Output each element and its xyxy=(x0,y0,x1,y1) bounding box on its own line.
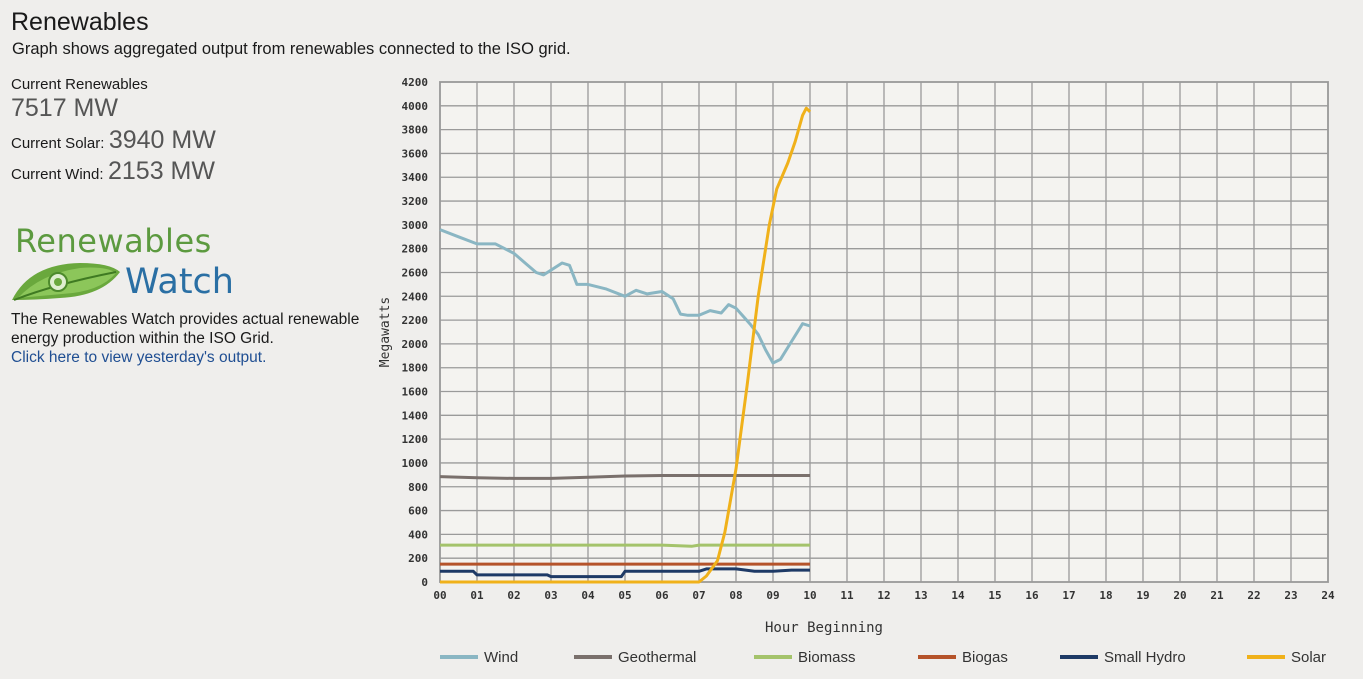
y-tick-label: 2800 xyxy=(402,243,429,256)
x-tick-label: 13 xyxy=(914,589,927,602)
y-tick-label: 0 xyxy=(421,576,428,589)
current-renewables-value: 7517 MW xyxy=(11,94,118,122)
logo-text-renewables: Renewables xyxy=(15,222,212,260)
series-line-small-hydro xyxy=(440,567,810,579)
x-tick-label: 08 xyxy=(729,589,742,602)
logo-text-watch: Watch xyxy=(125,262,234,302)
leaf-icon xyxy=(12,263,120,301)
x-tick-label: 01 xyxy=(470,589,484,602)
x-tick-label: 06 xyxy=(655,589,669,602)
x-tick-label: 24 xyxy=(1321,589,1335,602)
page-subtitle: Graph shows aggregated output from renew… xyxy=(12,40,571,58)
legend-label-geothermal: Geothermal xyxy=(618,649,696,666)
legend-label-biomass: Biomass xyxy=(798,649,856,666)
y-tick-label: 3800 xyxy=(402,124,429,137)
yesterday-output-link[interactable]: Click here to view yesterday's output. xyxy=(11,349,267,366)
legend-label-biogas: Biogas xyxy=(962,649,1008,666)
x-tick-label: 11 xyxy=(840,589,854,602)
x-tick-label: 00 xyxy=(433,589,446,602)
y-tick-label: 1400 xyxy=(402,409,429,422)
x-axis-label: Hour Beginning xyxy=(765,620,883,636)
x-tick-label: 17 xyxy=(1062,589,1075,602)
x-tick-label: 07 xyxy=(692,589,705,602)
y-tick-label: 400 xyxy=(408,528,428,541)
y-tick-label: 2600 xyxy=(402,266,429,279)
x-tick-label: 09 xyxy=(766,589,779,602)
x-tick-label: 19 xyxy=(1136,589,1149,602)
current-renewables-label: Current Renewables xyxy=(11,76,148,93)
y-axis-label: Megawatts xyxy=(378,297,393,367)
current-solar-label: Current Solar: xyxy=(11,135,105,152)
legend-label-wind: Wind xyxy=(484,649,518,666)
x-tick-label: 14 xyxy=(951,589,965,602)
y-tick-label: 3200 xyxy=(402,195,429,208)
x-tick-label: 12 xyxy=(877,589,890,602)
y-tick-label: 4200 xyxy=(402,76,429,89)
y-tick-label: 1200 xyxy=(402,433,429,446)
y-tick-label: 800 xyxy=(408,481,428,494)
renewables-watch-logo: Renewables Watch xyxy=(10,222,250,304)
x-tick-label: 15 xyxy=(988,589,1001,602)
renewables-output-chart: 00 01 02 03 04 05 06 07 08 09 10 11 12 13 14 15 16 17 18 19… xyxy=(378,76,1335,666)
y-tick-label: 3600 xyxy=(402,147,429,160)
x-tick-label: 02 xyxy=(507,589,520,602)
series-line-geothermal xyxy=(439,474,810,480)
page-title: Renewables xyxy=(11,8,149,36)
y-tick-label: 2200 xyxy=(402,314,429,327)
y-tick-label: 3000 xyxy=(402,219,429,232)
x-tick-label: 22 xyxy=(1247,589,1260,602)
y-tick-label: 1600 xyxy=(402,386,429,399)
y-tick-label: 1800 xyxy=(402,362,429,375)
x-tick-label: 05 xyxy=(618,589,631,602)
x-tick-label: 10 xyxy=(803,589,816,602)
description-text: The Renewables Watch provides actual ren… xyxy=(11,311,360,347)
description: The Renewables Watch provides actual ren… xyxy=(11,310,381,367)
y-tick-label: 3400 xyxy=(402,171,429,184)
x-tick-label: 21 xyxy=(1210,589,1224,602)
series-line-biomass xyxy=(440,543,810,548)
x-tick-label: 18 xyxy=(1099,589,1112,602)
legend-label-small-hydro: Small Hydro xyxy=(1104,649,1186,666)
current-wind-label: Current Wind: xyxy=(11,166,104,183)
series-line-solar xyxy=(440,106,812,584)
x-tick-label: 04 xyxy=(581,589,595,602)
y-tick-label: 4000 xyxy=(402,100,429,113)
series-line-wind xyxy=(439,228,811,365)
y-tick-label: 1000 xyxy=(402,457,429,470)
y-tick-label: 200 xyxy=(408,552,428,565)
current-solar-value: 3940 MW xyxy=(108,126,216,154)
y-tick-label: 600 xyxy=(408,505,428,518)
current-wind-value: 2153 MW xyxy=(107,157,215,185)
x-tick-label: 16 xyxy=(1025,589,1039,602)
x-tick-label: 23 xyxy=(1284,589,1297,602)
legend-label-solar: Solar xyxy=(1291,649,1326,666)
y-tick-label: 2400 xyxy=(402,290,429,303)
x-tick-label: 03 xyxy=(544,589,557,602)
current-wind-row: Current Wind: 2153 MW xyxy=(11,157,215,186)
y-tick-label: 2000 xyxy=(402,338,429,351)
current-solar-row: Current Solar: 3940 MW xyxy=(11,126,216,155)
x-tick-label: 20 xyxy=(1173,589,1186,602)
